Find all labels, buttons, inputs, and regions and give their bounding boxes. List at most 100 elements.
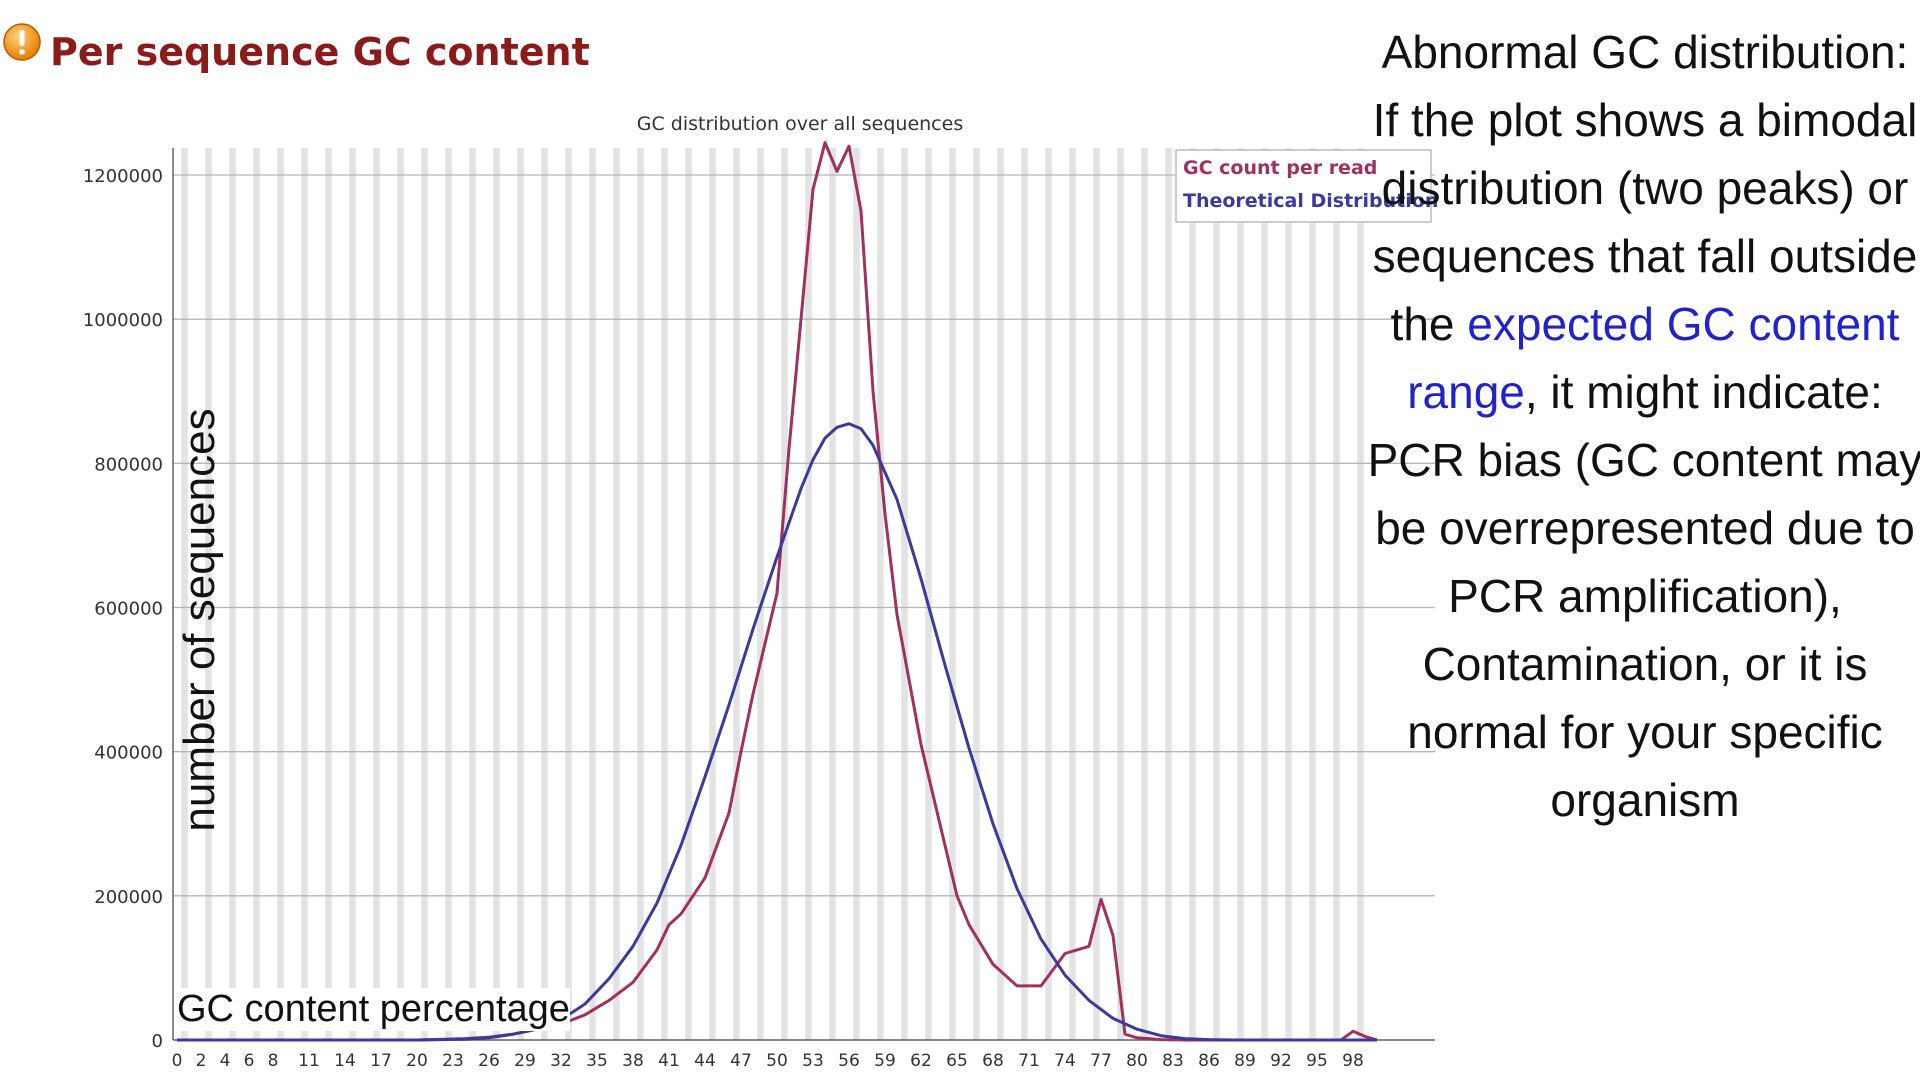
grid-band: [589, 148, 596, 1040]
grid-band: [925, 148, 932, 1040]
grid-band: [829, 148, 836, 1040]
grid-band: [1021, 148, 1028, 1040]
chart-legend: GC count per read Theoretical Distributi…: [1175, 149, 1438, 223]
annotation-highlight: expected GC content range: [1407, 298, 1900, 418]
grid-band: [733, 148, 740, 1040]
legend-entry-gc-count: GC count per read: [1183, 157, 1377, 179]
x-tick-label: 26: [478, 1051, 500, 1071]
grid-band: [373, 148, 380, 1040]
x-tick-label: 8: [268, 1051, 279, 1071]
x-tick-label: 35: [586, 1051, 608, 1071]
x-tick-label: 41: [658, 1051, 680, 1071]
x-tick-label: 32: [550, 1051, 572, 1071]
x-tick-label: 62: [910, 1051, 932, 1071]
grid-band: [1213, 148, 1220, 1040]
grid-band: [1189, 148, 1196, 1040]
x-tick-label: 47: [730, 1051, 752, 1071]
grid-band: [1165, 148, 1172, 1040]
y-tick-label: 800000: [94, 454, 163, 475]
x-tick-label: 83: [1162, 1051, 1184, 1071]
x-tick-label: 29: [514, 1051, 536, 1071]
x-tick-label: 14: [334, 1051, 356, 1071]
x-tick-label: 2: [196, 1051, 207, 1071]
grid-band: [1333, 148, 1340, 1040]
x-tick-label: 6: [244, 1051, 255, 1071]
grid-band: [301, 148, 308, 1040]
grid-band: [805, 148, 812, 1040]
grid-band: [1357, 148, 1364, 1040]
grid-band: [781, 148, 788, 1040]
x-tick-label: 56: [838, 1051, 860, 1071]
grid-band: [637, 148, 644, 1040]
x-tick-label: 86: [1198, 1051, 1220, 1071]
x-tick-label: 11: [298, 1051, 320, 1071]
annotation-text-part1: Abnormal GC distribution: If the plot sh…: [1372, 26, 1918, 350]
grid-band: [613, 148, 620, 1040]
x-tick-label: 65: [946, 1051, 968, 1071]
grid-band: [1045, 148, 1052, 1040]
grid-band: [685, 148, 692, 1040]
x-tick-label: 59: [874, 1051, 896, 1071]
y-tick-label: 1000000: [83, 310, 163, 331]
series-line-theoretical: [177, 422, 1377, 1042]
legend-entry-theoretical: Theoretical Distribution: [1183, 190, 1438, 212]
x-tick-label: 95: [1306, 1051, 1328, 1071]
chart-title: GC distribution over all sequences: [637, 113, 963, 135]
x-tick-label: 92: [1270, 1051, 1292, 1071]
grid-band: [253, 148, 260, 1040]
grid-band: [1285, 148, 1292, 1040]
x-tick-label: 80: [1126, 1051, 1148, 1071]
x-tick-label: 20: [406, 1051, 428, 1071]
grid-band: [709, 148, 716, 1040]
x-tick-label: 38: [622, 1051, 644, 1071]
grid-band: [493, 148, 500, 1040]
grid-band: [973, 148, 980, 1040]
grid-band: [565, 148, 572, 1040]
grid-band: [205, 148, 212, 1040]
grid-band: [1261, 148, 1268, 1040]
x-tick-label: 68: [982, 1051, 1004, 1071]
warning-icon: [3, 23, 41, 61]
y-tick-label: 0: [152, 1031, 163, 1052]
grid-band: [181, 148, 188, 1040]
x-tick-label: 44: [694, 1051, 716, 1071]
grid-band: [949, 148, 956, 1040]
grid-band: [1141, 148, 1148, 1040]
grid-band: [541, 148, 548, 1040]
grid-band: [997, 148, 1004, 1040]
annotation-text-part2: , it might indicate: PCR bias (GC conten…: [1367, 366, 1920, 826]
x-tick-label: 77: [1090, 1051, 1112, 1071]
grid-band: [325, 148, 332, 1040]
x-tick-label: 4: [220, 1051, 231, 1071]
y-tick-label: 200000: [94, 887, 163, 908]
grid-band: [517, 148, 524, 1040]
grid-band: [1117, 148, 1124, 1040]
x-tick-label: 98: [1342, 1051, 1364, 1071]
x-tick-label: 71: [1018, 1051, 1040, 1071]
grid-band: [229, 148, 236, 1040]
x-tick-label: 17: [370, 1051, 392, 1071]
grid-band: [349, 148, 356, 1040]
x-tick-label: 53: [802, 1051, 824, 1071]
x-tick-label: 50: [766, 1051, 788, 1071]
y-tick-label: 1200000: [83, 166, 163, 187]
y-tick-label: 600000: [94, 599, 163, 620]
grid-band: [421, 148, 428, 1040]
grid-band: [1309, 148, 1316, 1040]
x-tick-label: 23: [442, 1051, 464, 1071]
grid-band: [277, 148, 284, 1040]
y-axis-label: number of sequences: [175, 408, 224, 832]
x-axis-label: GC content percentage: [177, 988, 570, 1031]
grid-band: [1069, 148, 1076, 1040]
grid-band: [877, 148, 884, 1040]
legend-box: [1175, 149, 1432, 223]
x-tick-label: 74: [1054, 1051, 1076, 1071]
annotation-text: Abnormal GC distribution: If the plot sh…: [1365, 18, 1920, 834]
grid-band: [661, 148, 668, 1040]
grid-band: [469, 148, 476, 1040]
grid-band: [1237, 148, 1244, 1040]
gc-distribution-chart: 020000040000060000080000010000001200000 …: [83, 113, 1439, 1071]
y-tick-label: 400000: [94, 743, 163, 764]
grid-band: [1093, 148, 1100, 1040]
x-tick-label: 89: [1234, 1051, 1256, 1071]
